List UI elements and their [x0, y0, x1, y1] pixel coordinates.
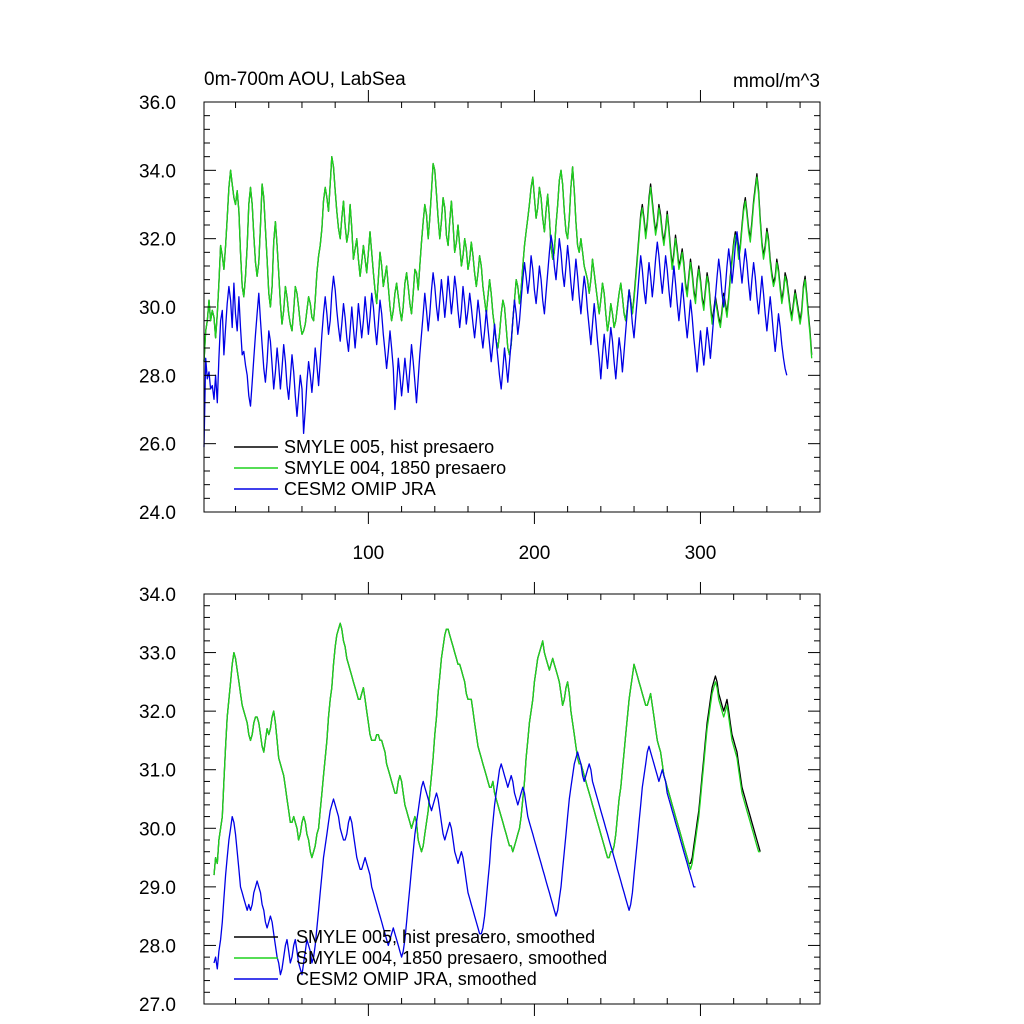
- top-panel-title: 0m-700m AOU, LabSea: [204, 69, 406, 90]
- ytick-label-top: 32.0: [139, 230, 176, 251]
- legend-label-omip-smoothed: CESM2 OMIP JRA, smoothed: [296, 969, 537, 989]
- top-panel: 0m-700m AOU, LabSea mmol/m^3 24.0 26.0 28.…: [139, 69, 821, 564]
- top-panel-units: mmol/m^3: [733, 71, 820, 92]
- ytick-label-top: 24.0: [139, 503, 176, 524]
- plot-frame-bottom: [203, 593, 821, 1005]
- top-axes: 24.0 26.0 28.0 30.0 32.0 34.0 36.0 100 200 300: [139, 90, 821, 564]
- legend-label-smyle-004: SMYLE 004, 1850 presaero: [284, 458, 506, 478]
- ytick-label-top: 34.0: [139, 161, 176, 182]
- bottom-panel: 27.0 28.0 29.0 30.0 31.0 32.0 33.0 34.0 SMYLE 0…: [139, 582, 821, 1016]
- bottom-series-layer: [213, 622, 761, 976]
- ytick-label-bottom: 34.0: [139, 585, 176, 606]
- xtick-label-top: 300: [685, 543, 717, 564]
- series-line-top-2: [203, 231, 788, 448]
- ytick-label-bottom: 28.0: [139, 936, 176, 957]
- legend-label-omip: CESM2 OMIP JRA: [284, 479, 436, 499]
- xtick-label-top: 200: [519, 543, 551, 564]
- ytick-label-bottom: 31.0: [139, 761, 176, 782]
- legend-label-smyle-004-smoothed: SMYLE 004, 1850 presaero, smoothed: [296, 948, 607, 968]
- top-legend: SMYLE 005, hist presaero SMYLE 004, 1850…: [234, 437, 506, 499]
- top-series-layer: [203, 156, 813, 448]
- ytick-label-bottom: 33.0: [139, 644, 176, 665]
- ytick-label-bottom: 27.0: [139, 995, 176, 1016]
- ytick-label-top: 36.0: [139, 93, 176, 114]
- legend-label-smyle-005-smoothed: SMYLE 005, hist presaero, smoothed: [296, 927, 595, 947]
- series-line-bottom-1: [213, 622, 761, 876]
- legend-label-smyle-005: SMYLE 005, hist presaero: [284, 437, 494, 457]
- ytick-label-bottom: 32.0: [139, 702, 176, 723]
- ytick-label-bottom: 30.0: [139, 819, 176, 840]
- xtick-label-top: 100: [353, 543, 385, 564]
- series-line-bottom-2: [213, 745, 696, 976]
- series-line-top-1: [203, 156, 813, 362]
- bottom-axes: 27.0 28.0 29.0 30.0 31.0 32.0 33.0 34.0: [139, 582, 821, 1016]
- ytick-label-top: 30.0: [139, 298, 176, 319]
- ytick-label-top: 26.0: [139, 435, 176, 456]
- ytick-label-bottom: 29.0: [139, 878, 176, 899]
- bottom-legend: SMYLE 005, hist presaero, smoothed SMYLE…: [234, 927, 607, 989]
- ytick-label-top: 28.0: [139, 366, 176, 387]
